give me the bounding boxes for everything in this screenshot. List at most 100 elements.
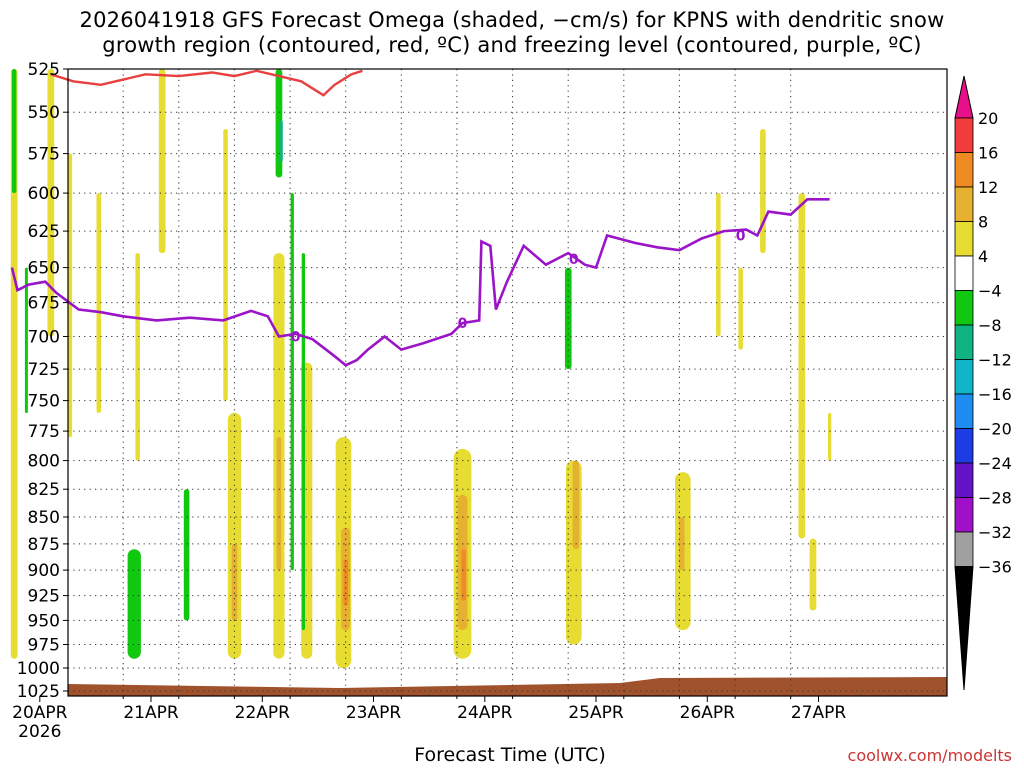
omega-area-15 bbox=[738, 267, 743, 350]
omega-area-17 bbox=[798, 193, 806, 539]
colorbar-segment-4 bbox=[954, 221, 974, 257]
site-credit: coolwx.com/modelts bbox=[847, 746, 1012, 765]
colorbar-segment-1 bbox=[954, 117, 974, 153]
y-tick-675: 675 bbox=[28, 294, 60, 314]
y-tick-950: 950 bbox=[28, 611, 60, 631]
y-tick-800: 800 bbox=[28, 452, 60, 472]
omega-area-30 bbox=[127, 549, 141, 659]
omega-area-34 bbox=[301, 253, 305, 631]
dgz-contour-line bbox=[50, 69, 363, 97]
y-tick-575: 575 bbox=[28, 145, 60, 165]
omega-area-36 bbox=[279, 120, 283, 162]
freezing-level-label-0: 0 bbox=[291, 330, 301, 346]
chart-title: 2026041918 GFS Forecast Omega (shaded, −… bbox=[79, 8, 945, 57]
colorbar-label-8: −16 bbox=[978, 385, 1012, 404]
omega-area-33 bbox=[290, 193, 294, 571]
y-tick-650: 650 bbox=[28, 259, 60, 279]
colorbar-label-2: 12 bbox=[978, 178, 998, 197]
x-tick-year: 2026 bbox=[18, 722, 61, 742]
y-tick-975: 975 bbox=[28, 636, 60, 656]
colorbar-label-10: −24 bbox=[978, 454, 1012, 473]
colorbar-segment-8 bbox=[954, 359, 974, 395]
colorbar-segment-2 bbox=[954, 152, 974, 188]
plot-frame bbox=[67, 68, 948, 697]
omega-area-0 bbox=[10, 69, 18, 659]
omega-area-25 bbox=[678, 517, 685, 571]
y-tick-775: 775 bbox=[28, 422, 60, 442]
y-tick-725: 725 bbox=[28, 360, 60, 380]
omega-area-6 bbox=[223, 129, 228, 401]
colorbar-segment-10 bbox=[954, 428, 974, 464]
freezing-level-label-2: 0 bbox=[569, 252, 579, 268]
colorbar-label-12: −32 bbox=[978, 523, 1012, 542]
x-tick-21APR: 21APR bbox=[123, 703, 179, 723]
freezing-level-label-3: 0 bbox=[736, 229, 746, 245]
colorbar-segment-6 bbox=[954, 290, 974, 326]
colorbar-segment-11 bbox=[954, 462, 974, 498]
colorbar-label-5: −4 bbox=[978, 282, 1002, 301]
omega-shading bbox=[10, 69, 832, 669]
omega-area-7 bbox=[227, 412, 242, 659]
y-tick-700: 700 bbox=[28, 328, 60, 348]
colorbar-label-11: −28 bbox=[978, 489, 1012, 508]
x-tick-20APR: 20APR bbox=[12, 703, 68, 723]
colorbar-label-7: −12 bbox=[978, 351, 1012, 370]
y-tick-600: 600 bbox=[28, 184, 60, 204]
x-tick-23APR: 23APR bbox=[346, 703, 402, 723]
colorbar-label-0: 20 bbox=[978, 109, 998, 128]
x-tick-26APR: 26APR bbox=[680, 703, 736, 723]
colorbar-label-3: 8 bbox=[978, 213, 988, 232]
freezing-level-label-1: 0 bbox=[458, 316, 468, 332]
omega-area-27 bbox=[461, 549, 466, 601]
colorbar: 20 16 12 8 4 −4 −8 −12 −16 −20 −24 −28 −32 −36 bbox=[954, 75, 1012, 691]
colorbar-label-1: 16 bbox=[978, 144, 998, 163]
colorbar-segment-7 bbox=[954, 324, 974, 360]
omega-area-18 bbox=[809, 538, 817, 611]
y-tick-550: 550 bbox=[28, 103, 60, 123]
colorbar-bottom-arrow bbox=[954, 566, 974, 691]
x-axis-label: Forecast Time (UTC) bbox=[414, 744, 606, 766]
y-tick-825: 825 bbox=[28, 480, 60, 500]
omega-area-29 bbox=[24, 267, 28, 413]
colorbar-top-arrow bbox=[954, 75, 974, 119]
y-tick-900: 900 bbox=[28, 561, 60, 581]
omega-area-24 bbox=[572, 460, 580, 550]
y-tick-1000: 1000 bbox=[17, 659, 60, 679]
y-tick-925: 925 bbox=[28, 587, 60, 607]
colorbar-segment-5 bbox=[954, 255, 974, 291]
omega-area-5 bbox=[158, 69, 166, 254]
x-tick-25APR: 25APR bbox=[568, 703, 624, 723]
colorbar-label-9: −20 bbox=[978, 420, 1012, 439]
omega-area-28 bbox=[11, 69, 17, 194]
omega-area-14 bbox=[716, 193, 721, 337]
omega-area-19 bbox=[828, 412, 832, 461]
y-tick-875: 875 bbox=[28, 535, 60, 555]
dendritic-growth-contour bbox=[50, 69, 363, 97]
omega-area-3 bbox=[96, 193, 101, 413]
freezing-level-contour: 0 0 0 0 bbox=[10, 198, 830, 367]
omega-area-1 bbox=[47, 69, 55, 337]
colorbar-segment-12 bbox=[954, 497, 974, 533]
y-tick-625: 625 bbox=[28, 222, 60, 242]
colorbar-label-6: −8 bbox=[978, 316, 1002, 335]
colorbar-segment-3 bbox=[954, 186, 974, 222]
omega-area-16 bbox=[760, 129, 766, 254]
omega-area-21 bbox=[276, 437, 282, 571]
grid bbox=[68, 68, 947, 696]
x-tick-27APR: 27APR bbox=[791, 703, 847, 723]
freezing-level-line bbox=[10, 198, 830, 367]
x-tick-24APR: 24APR bbox=[457, 703, 513, 723]
omega-area-31 bbox=[183, 489, 190, 621]
x-tick-22APR: 22APR bbox=[235, 703, 291, 723]
y-tick-850: 850 bbox=[28, 508, 60, 528]
colorbar-segment-9 bbox=[954, 393, 974, 429]
y-tick-1025: 1025 bbox=[17, 682, 60, 702]
omega-area-2 bbox=[67, 153, 73, 438]
y-axis: 525 550 575 600 625 650 675 700 725 750 775 800 825 8… bbox=[17, 60, 68, 702]
colorbar-label-4: 4 bbox=[978, 247, 988, 266]
omega-area-4 bbox=[135, 253, 140, 461]
colorbar-segment-13 bbox=[954, 531, 974, 567]
y-tick-750: 750 bbox=[28, 392, 60, 412]
